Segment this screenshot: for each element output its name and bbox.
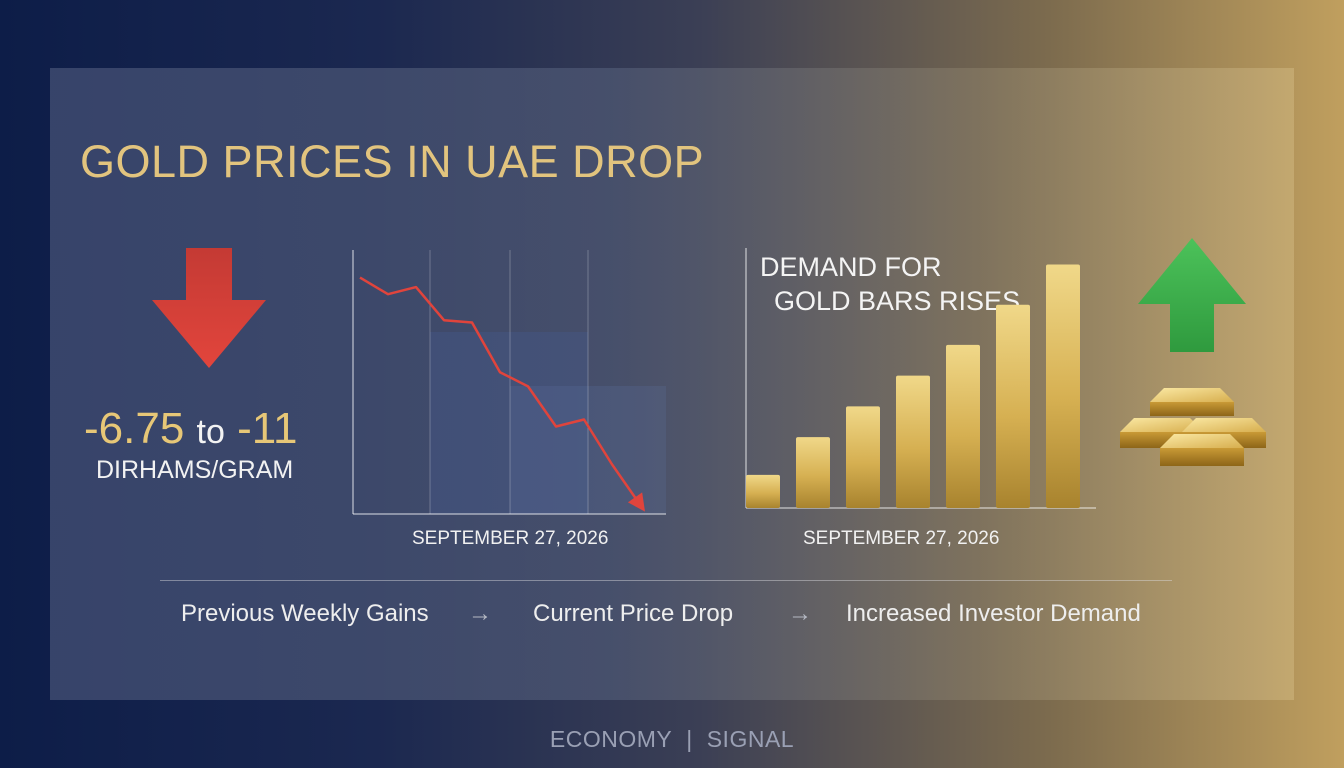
demand-title: DEMAND FOR GOLD BARS RISES [760, 250, 1020, 318]
demand-title-line1: DEMAND FOR [760, 252, 942, 282]
footer-label: SIGNAL [706, 726, 795, 752]
demand-bar [796, 437, 830, 508]
demand-bar [896, 375, 930, 508]
gold-bar-back [1150, 388, 1234, 416]
demand-title-line2: GOLD BARS RISES [774, 286, 1021, 316]
price-line-chart [352, 250, 666, 515]
arrow-down-icon [152, 248, 266, 368]
demand-bar [846, 406, 880, 508]
price-drop-from: -6.75 [84, 404, 185, 453]
flow-step-investor-demand: Increased Investor Demand [846, 600, 1141, 627]
footer-category: ECONOMY [549, 726, 673, 752]
gold-bar-front [1160, 434, 1244, 466]
footer-brand: ECONOMY | SIGNAL [0, 726, 1344, 753]
flow-step-price-drop: Current Price Drop [533, 600, 734, 627]
price-chart-date: SEPTEMBER 27, 2026 [412, 528, 609, 549]
flow-step-previous-gains: Previous Weekly Gains [181, 600, 429, 627]
price-drop-to-word: to [196, 413, 225, 451]
section-divider [160, 580, 1172, 581]
demand-bar [996, 304, 1030, 508]
chart-shade-1 [430, 332, 588, 514]
headline: GOLD PRICES IN UAE DROP [80, 136, 705, 187]
demand-chart-date: SEPTEMBER 27, 2026 [803, 528, 1000, 549]
arrow-right-icon: → [788, 600, 812, 627]
price-series-line [359, 276, 646, 512]
price-drop-range: -6.75 to -11 [84, 404, 297, 454]
main-panel [50, 68, 1294, 700]
arrow-up-icon [1138, 238, 1246, 352]
arrow-right-icon: → [468, 600, 492, 627]
footer-separator: | [686, 726, 693, 752]
price-drop-to: -11 [237, 404, 298, 453]
demand-bar [1046, 264, 1080, 508]
demand-bar [746, 474, 780, 508]
demand-bar [946, 344, 980, 508]
demand-bar-chart [745, 248, 1096, 509]
gold-bars-icon [1120, 388, 1266, 466]
price-drop-unit: DIRHAMS/GRAM [96, 456, 294, 484]
